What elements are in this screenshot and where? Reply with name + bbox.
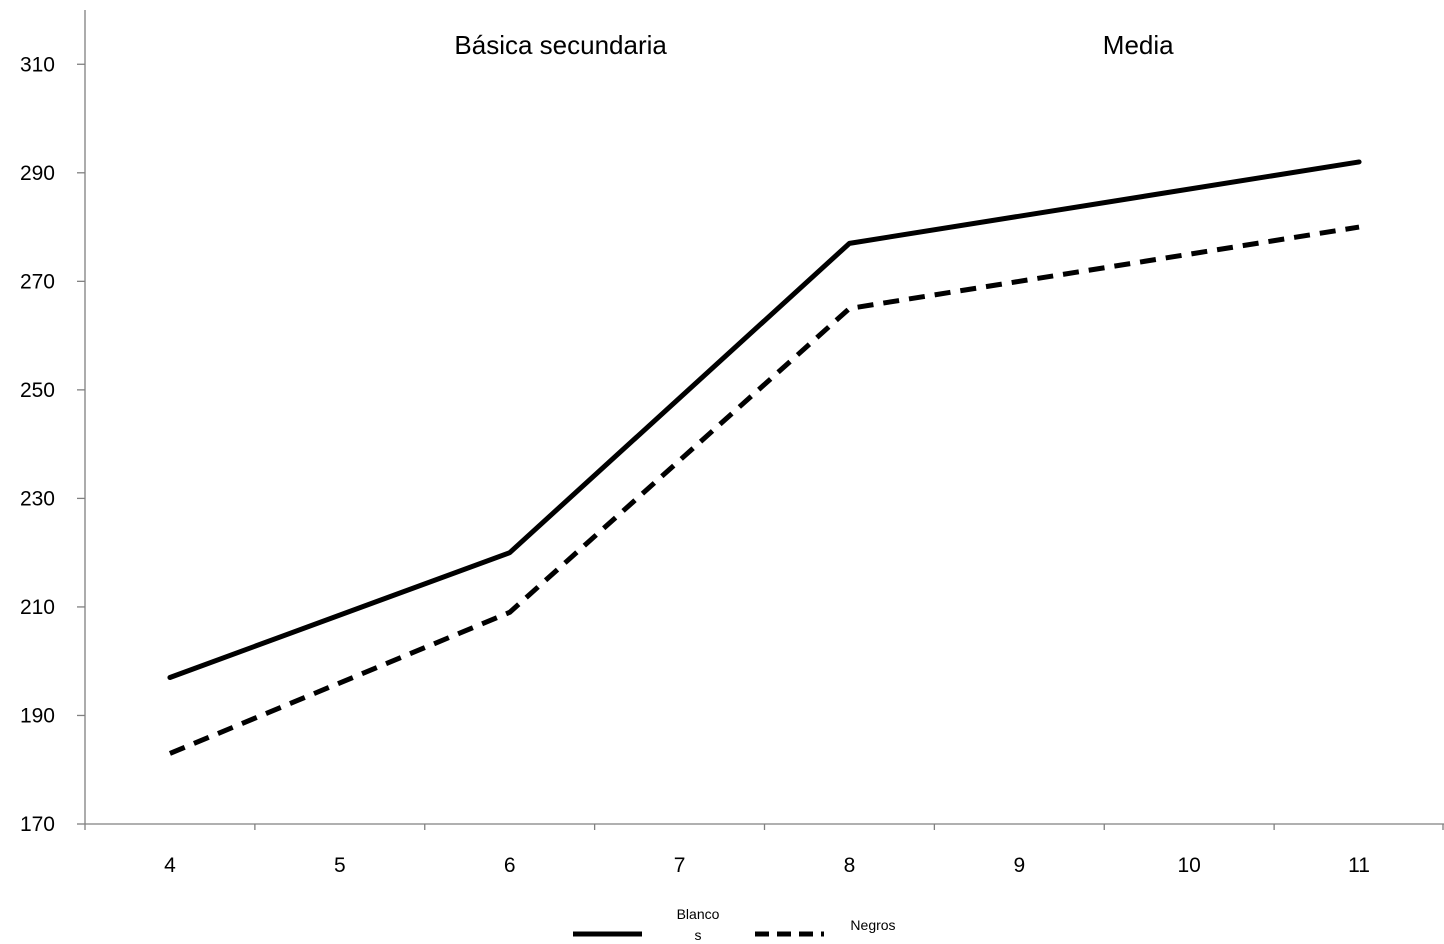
x-tick-label: 11 bbox=[1348, 854, 1370, 877]
annotation-label: Básica secundaria bbox=[454, 30, 667, 60]
y-tick-label: 230 bbox=[20, 487, 55, 510]
y-tick-label: 310 bbox=[20, 53, 55, 76]
legend-label: Blanco bbox=[677, 906, 720, 922]
x-tick-label: 5 bbox=[334, 854, 346, 877]
series-line-negros bbox=[168, 224, 1360, 756]
x-tick-label: 6 bbox=[504, 854, 516, 877]
series-lines bbox=[167, 159, 1362, 756]
y-tick-label: 250 bbox=[20, 379, 55, 402]
series-line-blancos bbox=[167, 159, 1362, 680]
x-axis: 4 5 6 7 8 9 10 11 bbox=[84, 823, 1444, 877]
x-tick-label: 8 bbox=[844, 854, 856, 877]
annotation-label: Media bbox=[1103, 30, 1174, 60]
x-tick-label: 10 bbox=[1178, 854, 1201, 877]
y-tick-label: 170 bbox=[20, 813, 55, 836]
y-tick-label: 210 bbox=[20, 596, 55, 619]
legend-label: Negros bbox=[850, 917, 895, 933]
y-tick-label: 290 bbox=[20, 162, 55, 185]
y-tick-label: 270 bbox=[20, 270, 55, 293]
x-tick-label: 9 bbox=[1013, 854, 1025, 877]
x-tick-label: 4 bbox=[164, 854, 176, 877]
x-tick-label: 7 bbox=[674, 854, 686, 877]
annotations: Básica secundaria Media bbox=[454, 30, 1174, 60]
legend: Blanco s Negros bbox=[573, 906, 896, 943]
legend-label-continuation: s bbox=[695, 927, 702, 943]
y-tick-label: 190 bbox=[20, 704, 55, 727]
y-axis: 170 190 210 230 250 270 290 310 bbox=[20, 10, 86, 836]
